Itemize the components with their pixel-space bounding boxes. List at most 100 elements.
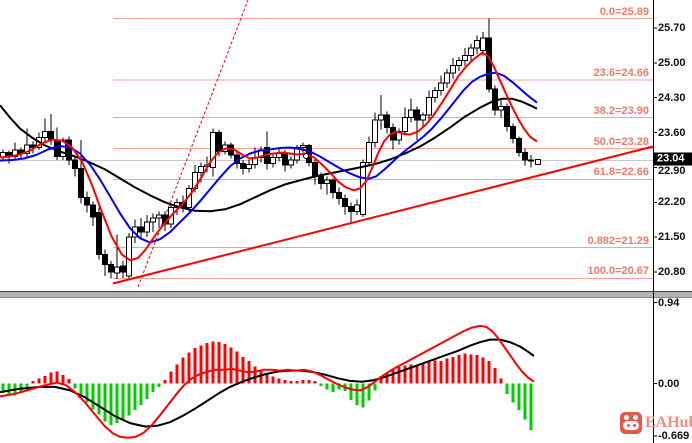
macd-bar-up — [289, 380, 293, 384]
macd-bar-up — [379, 375, 383, 384]
macd-bar-up — [403, 365, 407, 384]
bull-candle — [114, 266, 120, 274]
bear-candle — [282, 152, 288, 166]
macd-bar-up — [193, 348, 197, 384]
macd-bar-down — [529, 383, 533, 430]
oscillator-layer — [1, 341, 533, 430]
macd-bar-down — [97, 383, 101, 415]
macd-bar-up — [199, 345, 203, 384]
trendlines-layer[interactable] — [112, 0, 654, 288]
macd-bar-down — [133, 383, 137, 411]
macd-bar-up — [229, 347, 233, 384]
bull-candle — [246, 163, 252, 169]
macd-bar-down — [85, 383, 89, 403]
bear-candle — [510, 126, 516, 140]
dashed-trendline — [137, 0, 249, 288]
macd-bar-down — [151, 383, 155, 393]
bear-candle — [312, 161, 318, 177]
bull-candle — [498, 106, 504, 111]
indicator-tick-label: -0.669 — [658, 430, 690, 442]
macd-bar-down — [505, 383, 509, 394]
bear-candle — [72, 159, 78, 169]
macd-line — [0, 324, 535, 439]
macd-bar-up — [295, 380, 299, 384]
macd-bar-down — [523, 383, 527, 420]
macd-bar-up — [385, 372, 389, 384]
separator-bar — [0, 292, 692, 297]
macd-bar-up — [67, 379, 71, 384]
macd-bar-down — [157, 383, 161, 387]
macd-bar-up — [187, 352, 191, 384]
bear-candle — [78, 167, 84, 198]
bear-candle — [96, 211, 102, 256]
macd-bar-down — [73, 383, 77, 389]
macd-bar-down — [145, 383, 149, 399]
bull-candle — [408, 109, 414, 119]
bull-candle — [372, 119, 378, 144]
macd-bar-down — [331, 383, 335, 393]
macd-bar-down — [127, 383, 131, 416]
panel-separator[interactable] — [0, 291, 692, 298]
bull-candle — [324, 179, 330, 184]
bear-candle — [102, 254, 108, 266]
fib-label: 38.2=23.90 — [593, 104, 649, 117]
fib-lines-layer[interactable] — [113, 18, 653, 279]
macd-bar-up — [253, 366, 257, 384]
macd-bar-up — [439, 361, 443, 384]
price-tick-label: 20.80 — [658, 266, 686, 279]
macd-bar-down — [25, 383, 29, 390]
macd-bar-up — [475, 355, 479, 384]
macd-bar-up — [181, 357, 185, 384]
price-tick-label: 24.30 — [658, 91, 686, 104]
support-trendline — [112, 145, 654, 285]
macd-bar-up — [313, 380, 317, 384]
macd-bar-up — [445, 358, 449, 384]
macd-bar-up — [55, 371, 59, 384]
macd-bar-down — [79, 383, 83, 395]
bull-candle — [24, 144, 30, 154]
bear-candle — [384, 114, 390, 129]
bull-candle — [126, 236, 132, 277]
bear-candle — [528, 159, 534, 162]
macd-bar-down — [121, 383, 125, 420]
candles-layer — [0, 18, 534, 279]
macd-bar-up — [49, 372, 53, 384]
macd-bar-down — [115, 383, 119, 424]
bull-candle — [402, 117, 408, 133]
indicator-tick-label: 0.94 — [658, 296, 680, 309]
bear-candle — [66, 139, 72, 161]
macd-bar-up — [391, 369, 395, 384]
macd-bar-up — [205, 343, 209, 384]
macd-bar-down — [511, 383, 515, 403]
bear-candle — [90, 204, 96, 218]
macd-bar-down — [7, 383, 11, 395]
bear-candle — [414, 109, 420, 121]
bull-candle — [468, 47, 474, 56]
bull-candle — [474, 39, 480, 49]
macd-bar-down — [139, 383, 143, 405]
medium-ma-line — [0, 71, 538, 244]
macd-bar-up — [415, 365, 419, 384]
bear-candle — [240, 162, 246, 169]
fib-label: 0.0=25.89 — [599, 5, 649, 18]
macd-bar-down — [355, 383, 359, 405]
macd-bar-up — [175, 364, 179, 384]
bear-candle — [486, 37, 492, 90]
ma-lines-layer — [0, 51, 538, 262]
macd-bar-up — [217, 342, 221, 384]
oscillator-lines-layer — [0, 324, 535, 439]
bull-candle — [300, 145, 306, 149]
bull-candle — [456, 59, 462, 66]
macd-bar-up — [31, 380, 35, 384]
axis-layer[interactable] — [653, 0, 657, 443]
bull-candle — [210, 132, 216, 168]
price-tick-label: 25.00 — [658, 56, 686, 69]
bear-candle — [342, 197, 348, 207]
bear-candle — [522, 152, 528, 161]
bull-candle — [444, 72, 450, 84]
macd-bar-down — [91, 383, 95, 410]
bull-candle — [270, 156, 276, 164]
bull-candle — [150, 217, 156, 223]
